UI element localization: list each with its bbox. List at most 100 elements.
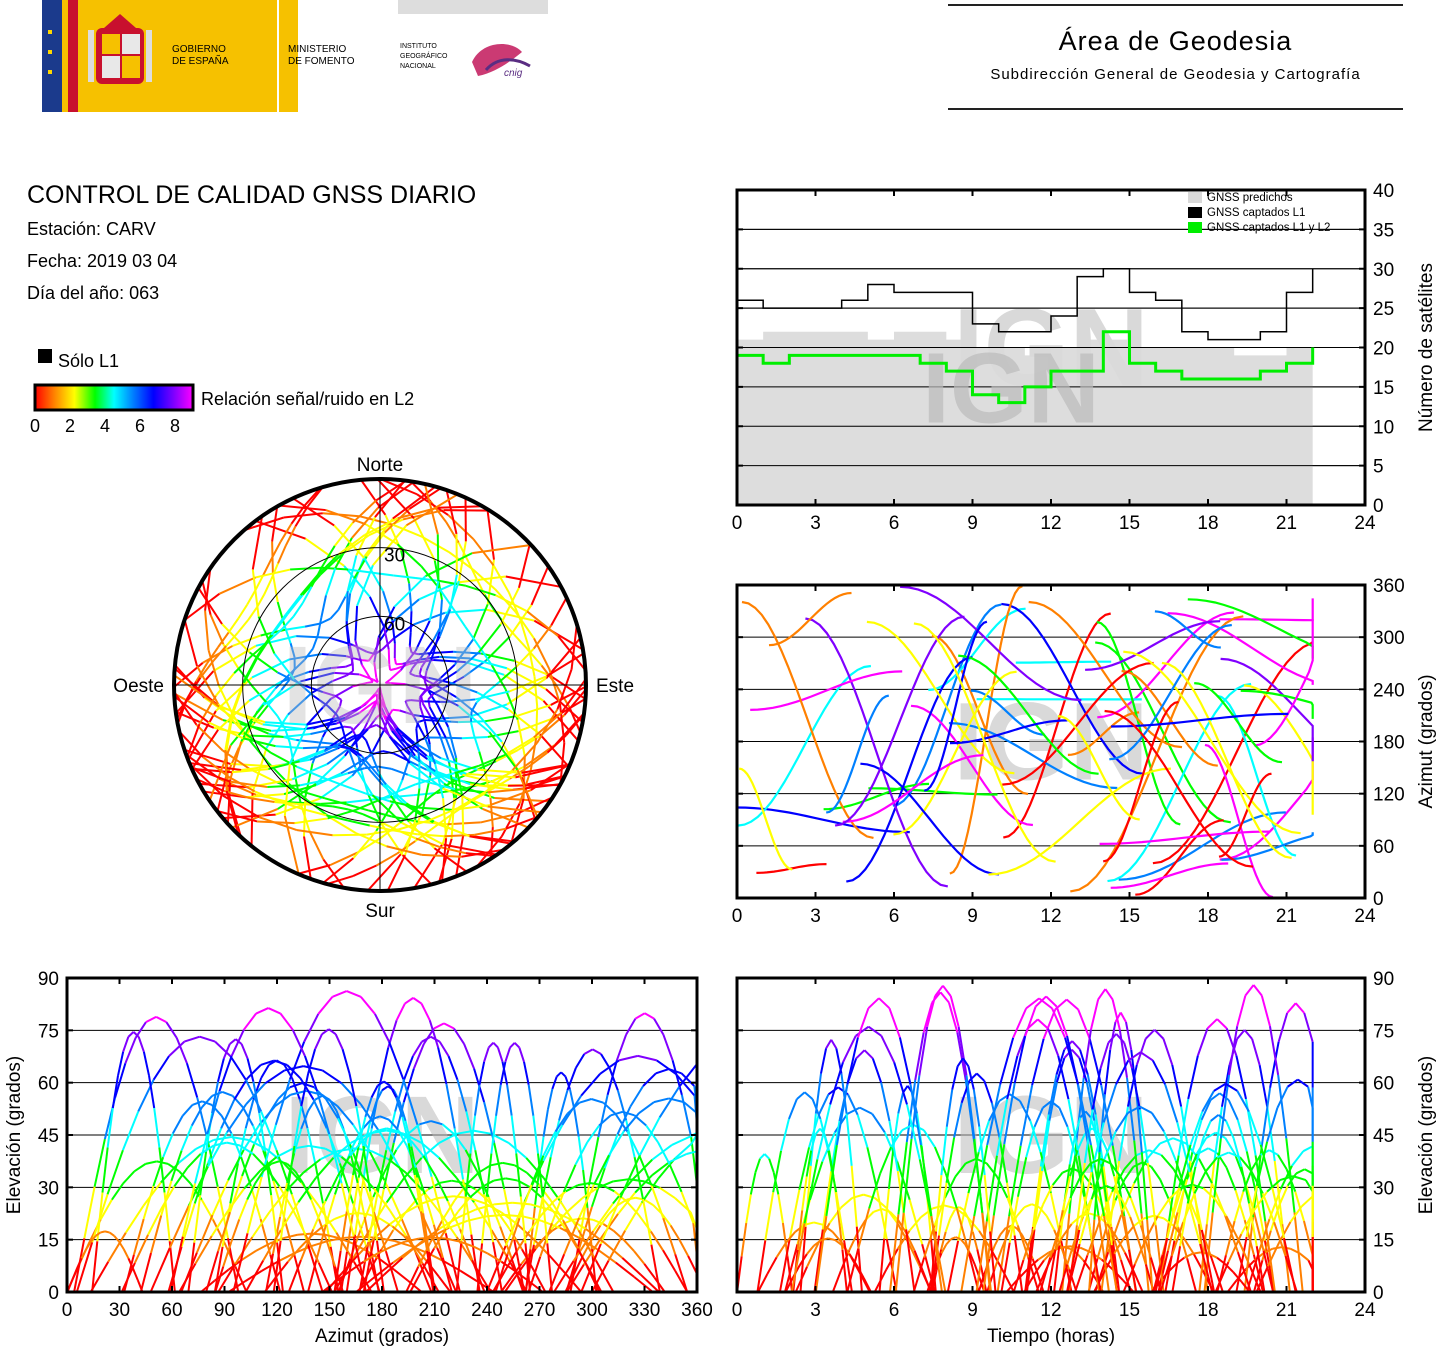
x-tick-label: 60: [161, 1300, 182, 1321]
y-axis-label: Elevación (grados): [4, 1056, 25, 1214]
y-tick-label: 0: [1373, 496, 1384, 517]
east-label: Este: [596, 676, 634, 697]
snr-colorbar: [35, 385, 193, 410]
only-l1-label: Sólo L1: [58, 351, 119, 371]
y-tick-label: 0: [1373, 889, 1384, 910]
satellite-track: [419, 1238, 433, 1239]
x-tick-label: 18: [1197, 906, 1218, 927]
x-tick-label: 12: [1040, 906, 1061, 927]
x-tick-label: 15: [1119, 906, 1140, 927]
snr-tick-label: 6: [135, 416, 145, 436]
ign-label-3: NACIONAL: [400, 63, 436, 70]
y-axis-label: Elevación (grados): [1416, 1056, 1437, 1214]
report-title: CONTROL DE CALIDAD GNSS DIARIO: [27, 181, 476, 210]
x-tick-label: 120: [261, 1300, 293, 1321]
y-tick-label: 15: [38, 1231, 59, 1252]
x-tick-label: 21: [1276, 513, 1297, 534]
x-tick-label: 240: [471, 1300, 503, 1321]
snr-tick-label: 2: [65, 416, 75, 436]
snr-label: Relación señal/ruido en L2: [201, 389, 414, 409]
y-tick-label: 180: [1373, 733, 1405, 754]
y-tick-label: 0: [1373, 1283, 1384, 1304]
y-tick-label: 60: [1373, 837, 1394, 858]
x-tick-label: 30: [109, 1300, 130, 1321]
x-tick-label: 270: [524, 1300, 556, 1321]
x-tick-label: 330: [629, 1300, 661, 1321]
legend-label: GNSS predichos: [1207, 192, 1293, 204]
x-tick-label: 9: [967, 1300, 978, 1321]
satellite-track: [303, 747, 325, 748]
x-tick-label: 0: [732, 906, 743, 927]
snr-tick-label: 0: [30, 416, 40, 436]
y-tick-label: 0: [48, 1283, 59, 1304]
y-tick-label: 25: [1373, 299, 1394, 320]
x-tick-label: 210: [419, 1300, 451, 1321]
satellite-track: [100, 1231, 105, 1232]
satellite-track: [462, 796, 463, 834]
satellite-track: [333, 835, 367, 836]
ministry-label-2: DE FOMENTO: [288, 56, 355, 67]
x-tick-label: 300: [576, 1300, 608, 1321]
ign-watermark: IGN: [922, 333, 1100, 445]
ministry-label-1: MINISTERIO: [288, 44, 347, 55]
west-label: Oeste: [113, 676, 164, 697]
legend-label: GNSS captados L1 y L2: [1207, 222, 1330, 234]
x-axis-label: Tiempo (horas): [987, 1326, 1115, 1347]
doy-label: Día del año: 063: [27, 283, 159, 304]
legend-swatch: [1188, 222, 1202, 233]
x-tick-label: 90: [214, 1300, 235, 1321]
y-tick-label: 45: [38, 1126, 59, 1147]
x-tick-label: 15: [1119, 1300, 1140, 1321]
eu-flag-strip: [42, 0, 62, 112]
x-axis-label: Azimut (grados): [315, 1326, 449, 1347]
y-tick-label: 120: [1373, 785, 1405, 806]
x-tick-label: 3: [810, 906, 821, 927]
y-tick-label: 60: [38, 1074, 59, 1095]
header-rule-top: [948, 4, 1403, 6]
x-tick-label: 12: [1040, 1300, 1061, 1321]
x-tick-label: 21: [1276, 1300, 1297, 1321]
header-rule-bottom: [948, 108, 1403, 110]
area-title: Área de Geodesia: [948, 26, 1403, 57]
y-tick-label: 360: [1373, 576, 1405, 597]
x-tick-label: 9: [967, 906, 978, 927]
satellite-track: [225, 750, 226, 791]
x-tick-label: 12: [1040, 513, 1061, 534]
gov-label-2: DE ESPAÑA: [172, 54, 229, 67]
x-tick-label: 6: [889, 906, 900, 927]
x-tick-label: 0: [62, 1300, 73, 1321]
y-tick-label: 240: [1373, 680, 1405, 701]
only-l1-swatch: [38, 349, 52, 363]
y-tick-label: 30: [1373, 260, 1394, 281]
y-tick-label: 75: [38, 1021, 59, 1042]
cnig-label: cnig: [504, 68, 523, 79]
x-tick-label: 150: [314, 1300, 346, 1321]
y-tick-label: 40: [1373, 181, 1394, 202]
ring-label-60: 60: [384, 614, 405, 635]
snr-tick-label: 4: [100, 416, 110, 436]
y-tick-label: 15: [1373, 1231, 1394, 1252]
x-tick-label: 9: [967, 513, 978, 534]
x-tick-label: 0: [732, 513, 743, 534]
y-axis-label: Azimut (grados): [1416, 674, 1437, 808]
area-header: Área de Geodesia Subdirección General de…: [948, 4, 1403, 112]
government-banner: GOBIERNO DE ESPAÑA MINISTERIO DE FOMENTO…: [42, 0, 548, 112]
satellite-track: [1192, 1252, 1200, 1253]
x-tick-label: 18: [1197, 513, 1218, 534]
x-tick-label: 21: [1276, 906, 1297, 927]
banner-logos: GOBIERNO DE ESPAÑA MINISTERIO DE FOMENTO…: [42, 0, 548, 112]
x-tick-label: 0: [732, 1300, 743, 1321]
date-label: Fecha: 2019 03 04: [27, 251, 177, 272]
south-label: Sur: [365, 901, 395, 922]
y-tick-label: 45: [1373, 1126, 1394, 1147]
ign-label-2: GEOGRÁFICO: [400, 51, 448, 60]
north-label: Norte: [357, 455, 403, 476]
y-tick-label: 60: [1373, 1074, 1394, 1095]
y-tick-label: 35: [1373, 220, 1394, 241]
skyplot-chart: IGN3060NorteSurOesteEste: [90, 440, 660, 940]
